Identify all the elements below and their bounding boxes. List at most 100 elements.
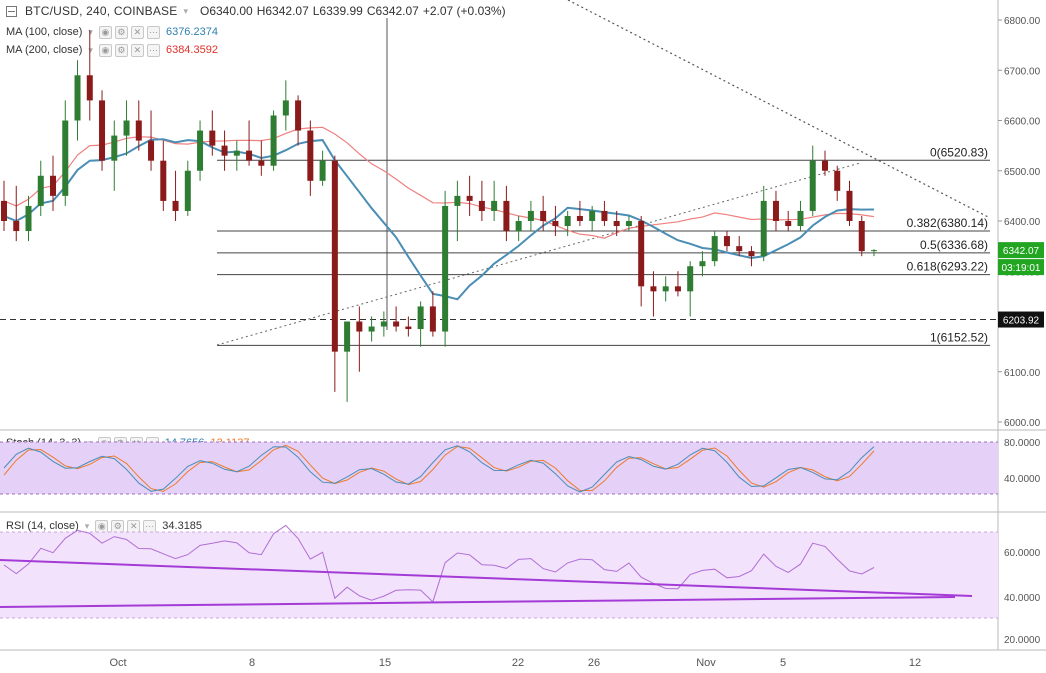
chevron-down-icon[interactable]: ▾	[88, 27, 93, 37]
ma100-label[interactable]: MA (100, close)	[6, 26, 83, 38]
high-value: H6342.07	[256, 4, 309, 18]
rsi-descending-trendline[interactable]	[0, 559, 973, 597]
candle-body	[613, 221, 620, 227]
candle-body	[417, 306, 424, 330]
candle-body	[797, 210, 804, 227]
candle-body	[491, 200, 498, 211]
rsi-legend: RSI (14, close) ▾ ◉ ⚙ ✕ ⋯ 34.3185	[6, 519, 202, 533]
chevron-down-icon[interactable]: ▾	[84, 521, 90, 531]
time-tick-label: 5	[780, 657, 786, 669]
price-tick-label: 6400.00	[1004, 217, 1041, 228]
time-tick-label: 15	[379, 657, 391, 669]
close-icon[interactable]: ✕	[130, 43, 144, 57]
eye-icon[interactable]: ◉	[98, 25, 112, 39]
settings-icon[interactable]: ⚙	[114, 43, 128, 57]
candle-body	[111, 135, 118, 161]
candle-body	[184, 170, 191, 211]
time-tick-label: 12	[909, 657, 921, 669]
candle-body	[319, 160, 326, 181]
candle-body	[221, 145, 228, 156]
candle-body	[246, 150, 253, 161]
rsi-tick-label: 20.0000	[1004, 635, 1041, 646]
candle-body	[442, 205, 449, 332]
support-level-badge	[998, 311, 1044, 328]
collapse-icon[interactable]	[6, 5, 17, 17]
fib-level-label: 0.618(6293.22)	[907, 260, 988, 274]
candle-body	[748, 251, 755, 257]
price-tick-label: 6000.00	[1004, 418, 1041, 429]
candle-body	[540, 210, 547, 221]
ma100-value: 6376.2374	[165, 26, 218, 38]
rsi-tick-label: 60.0000	[1004, 548, 1041, 559]
countdown-badge-text: 03:19:01	[1002, 263, 1041, 274]
candle-body	[552, 221, 559, 227]
ma200-label[interactable]: MA (200, close)	[6, 44, 83, 56]
candle-body	[344, 321, 351, 352]
candle-body	[576, 215, 583, 221]
close-icon[interactable]: ✕	[130, 25, 144, 39]
stoch-tick-label: 40.0000	[1004, 474, 1041, 485]
more-icon[interactable]: ⋯	[146, 43, 160, 57]
candle-body	[13, 221, 20, 232]
settings-icon[interactable]: ⚙	[114, 25, 128, 39]
descending-trendline[interactable]	[567, 0, 991, 219]
stoch-k-line	[3, 445, 875, 493]
symbol-title[interactable]: BTC/USD, 240, COINBASE	[25, 4, 178, 18]
ma200-value: 6384.3592	[165, 44, 218, 56]
candle-body	[233, 150, 240, 156]
close-icon[interactable]: ✕	[127, 519, 141, 533]
candle-body	[295, 100, 302, 131]
more-icon[interactable]: ⋯	[146, 25, 160, 39]
candle-body	[625, 221, 632, 227]
chevron-down-icon[interactable]: ▾	[88, 45, 93, 55]
price-tick-label: 6800.00	[1004, 16, 1041, 27]
candle-body	[368, 326, 375, 332]
stoch-tick-label: 80.0000	[1004, 438, 1041, 449]
change-value: +2.07 (+0.03%)	[422, 4, 506, 18]
candle-body	[393, 321, 400, 327]
candle-body	[699, 261, 706, 267]
candle-body	[821, 160, 828, 171]
support-level-badge-text: 6203.92	[1003, 316, 1040, 327]
time-tick-label: 22	[512, 657, 524, 669]
candle-body	[307, 130, 314, 181]
candle-body	[564, 215, 571, 227]
candle-body	[723, 236, 730, 247]
rsi-ascending-trendline[interactable]	[0, 596, 956, 608]
fib-level-label: 0.382(6380.14)	[907, 216, 988, 230]
candle-body	[25, 205, 32, 232]
chevron-down-icon[interactable]: ▾	[183, 6, 188, 16]
candle-body	[356, 321, 363, 332]
candle-body	[478, 200, 485, 211]
candle-body	[37, 175, 44, 206]
candle-body	[74, 75, 81, 121]
candle-body	[589, 210, 596, 221]
candle-body	[197, 130, 204, 171]
rsi-tick-label: 40.0000	[1004, 593, 1041, 604]
candle-body	[674, 286, 681, 292]
candle-body	[687, 266, 694, 292]
candle-body	[258, 160, 265, 166]
candle-body	[172, 200, 179, 211]
close-value: C6342.07	[366, 4, 419, 18]
candle-body	[760, 200, 767, 257]
candle-body	[846, 190, 853, 221]
candle-body	[858, 221, 865, 252]
time-tick-label: 8	[249, 657, 255, 669]
price-tick-label: 6100.00	[1004, 368, 1041, 379]
candle-body	[148, 140, 155, 161]
rsi-label[interactable]: RSI (14, close)	[6, 520, 79, 532]
current-price-badge	[998, 242, 1044, 259]
candle-body	[711, 236, 718, 262]
candle-body	[429, 306, 436, 332]
time-tick-label: Nov	[696, 657, 716, 669]
eye-icon[interactable]: ◉	[98, 43, 112, 57]
candle-body	[405, 326, 412, 330]
price-tick-label: 6700.00	[1004, 66, 1041, 77]
candle-body	[331, 160, 338, 352]
price-tick-label: 6500.00	[1004, 167, 1041, 178]
ascending-trendline[interactable]	[216, 162, 861, 346]
fib-level-label: 1(6152.52)	[930, 330, 988, 344]
ma200-legend: MA (200, close) ▾ ◉ ⚙ ✕ ⋯ 6384.3592	[6, 43, 218, 57]
